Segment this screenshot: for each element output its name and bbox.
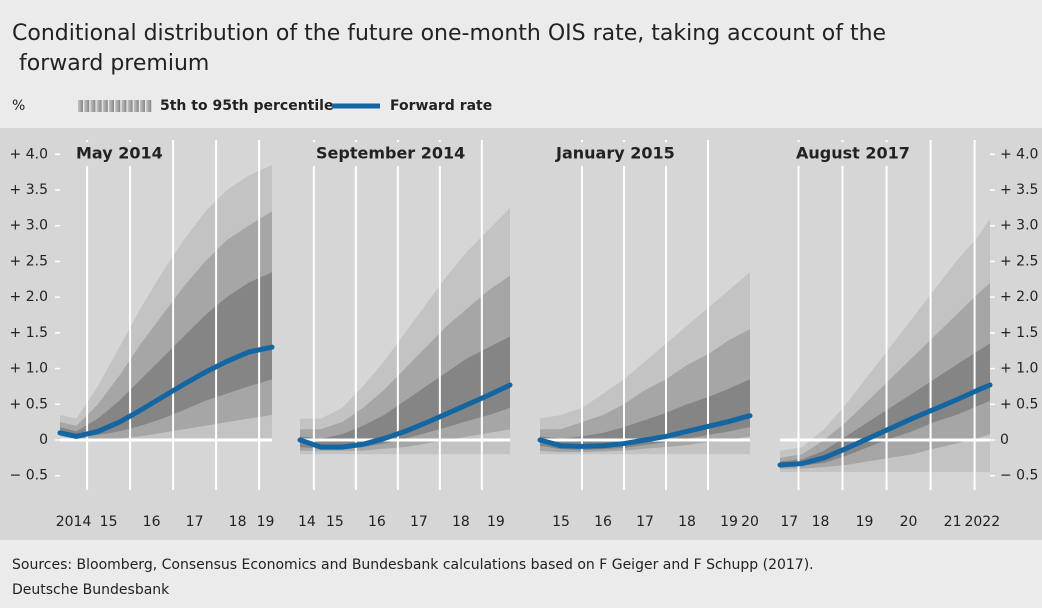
x-tick-label: 21 bbox=[944, 514, 962, 530]
panel-title-box bbox=[788, 142, 918, 166]
y-tick-label: 0 bbox=[1000, 432, 1009, 448]
y-tick-label: + 1.5 bbox=[10, 325, 48, 341]
x-tick-label: 17 bbox=[186, 514, 204, 530]
y-tick-label: − 0.5 bbox=[10, 468, 48, 484]
legend-swatch bbox=[90, 100, 96, 112]
panel-title: September 2014 bbox=[316, 144, 465, 163]
panel-title-box bbox=[68, 142, 171, 166]
y-tick-label: + 4.0 bbox=[10, 146, 48, 162]
x-tick-label: 20 bbox=[900, 514, 918, 530]
legend-swatch bbox=[84, 100, 90, 112]
y-tick-label: + 1.0 bbox=[1000, 361, 1038, 377]
forward-rate-line bbox=[537, 413, 753, 449]
x-tick-label: 14 bbox=[298, 514, 316, 530]
percentile-band bbox=[540, 379, 750, 450]
y-tick-label: + 1.0 bbox=[10, 361, 48, 377]
y-tick-label: + 2.5 bbox=[10, 253, 48, 269]
y-tick-label: + 1.5 bbox=[1000, 325, 1038, 341]
x-tick-label: 15 bbox=[100, 514, 118, 530]
legend-swatch bbox=[109, 100, 114, 112]
x-tick-label: 19 bbox=[257, 514, 275, 530]
x-tick-label: 18 bbox=[452, 514, 470, 530]
y-tick-label: 0 bbox=[39, 432, 48, 448]
x-tick-label: 19 bbox=[487, 514, 505, 530]
forward-rate-line bbox=[777, 382, 993, 468]
legend-swatch bbox=[115, 100, 121, 112]
sources: Sources: Bloomberg, Consensus Economics … bbox=[12, 557, 814, 573]
x-tick-label: 2014 bbox=[56, 514, 92, 530]
legend: 5th to 95th percentile Forward rate bbox=[78, 98, 492, 114]
panel-title-box bbox=[308, 142, 474, 166]
x-tick-label: 20 bbox=[741, 514, 759, 530]
x-tick-label: 2022 bbox=[964, 514, 1000, 530]
x-tick-label: 15 bbox=[326, 514, 344, 530]
y-tick-label: + 2.5 bbox=[1000, 253, 1038, 269]
unit-label: % bbox=[12, 98, 25, 114]
x-tick-label: 18 bbox=[678, 514, 696, 530]
panel-title-box bbox=[548, 142, 684, 166]
y-tick-label: + 3.0 bbox=[1000, 218, 1038, 234]
y-tick-label: + 4.0 bbox=[1000, 146, 1038, 162]
x-tick-label: 19 bbox=[720, 514, 738, 530]
legend-swatch bbox=[140, 100, 145, 112]
x-tick-label: 18 bbox=[812, 514, 830, 530]
panel-title: August 2017 bbox=[796, 144, 910, 163]
y-tick-label: + 0.5 bbox=[10, 396, 48, 412]
chart-title: Conditional distribution of the future o… bbox=[12, 21, 886, 76]
y-tick-label: + 2.0 bbox=[10, 289, 48, 305]
panel-title: May 2014 bbox=[76, 144, 163, 163]
percentile-band bbox=[300, 336, 510, 449]
percentile-band bbox=[60, 272, 272, 438]
title-line: forward premium bbox=[12, 51, 209, 76]
legend-label: 5th to 95th percentile bbox=[160, 98, 333, 114]
legend-swatch bbox=[78, 100, 83, 112]
legend-swatch bbox=[127, 100, 133, 112]
y-tick-label: + 0.5 bbox=[1000, 396, 1038, 412]
x-tick-label: 17 bbox=[780, 514, 798, 530]
y-tick-label: + 2.0 bbox=[1000, 289, 1038, 305]
x-tick-label: 17 bbox=[636, 514, 654, 530]
percentile-band bbox=[780, 282, 990, 469]
x-tick-label: 16 bbox=[594, 514, 612, 530]
title-line: Conditional distribution of the future o… bbox=[12, 21, 886, 46]
panel-title: January 2015 bbox=[555, 144, 675, 163]
x-tick-label: 16 bbox=[143, 514, 161, 530]
y-tick-label: + 3.5 bbox=[1000, 182, 1038, 198]
legend-label: Forward rate bbox=[390, 98, 492, 114]
y-tick-label: − 0.5 bbox=[1000, 468, 1038, 484]
publisher: Deutsche Bundesbank bbox=[12, 582, 170, 598]
x-tick-label: 18 bbox=[229, 514, 247, 530]
y-tick-label: + 3.0 bbox=[10, 218, 48, 234]
x-tick-label: 15 bbox=[552, 514, 570, 530]
forward-rate-line bbox=[297, 382, 513, 450]
y-tick-label: + 3.5 bbox=[10, 182, 48, 198]
legend-swatch bbox=[121, 100, 127, 112]
x-tick-label: 16 bbox=[368, 514, 386, 530]
legend-swatch bbox=[96, 100, 102, 112]
x-tick-label: 19 bbox=[856, 514, 874, 530]
x-tick-label: 17 bbox=[410, 514, 428, 530]
legend-swatch bbox=[133, 100, 139, 112]
legend-swatch bbox=[102, 100, 108, 112]
forward-rate-line bbox=[57, 344, 275, 439]
legend-swatch bbox=[146, 100, 152, 112]
